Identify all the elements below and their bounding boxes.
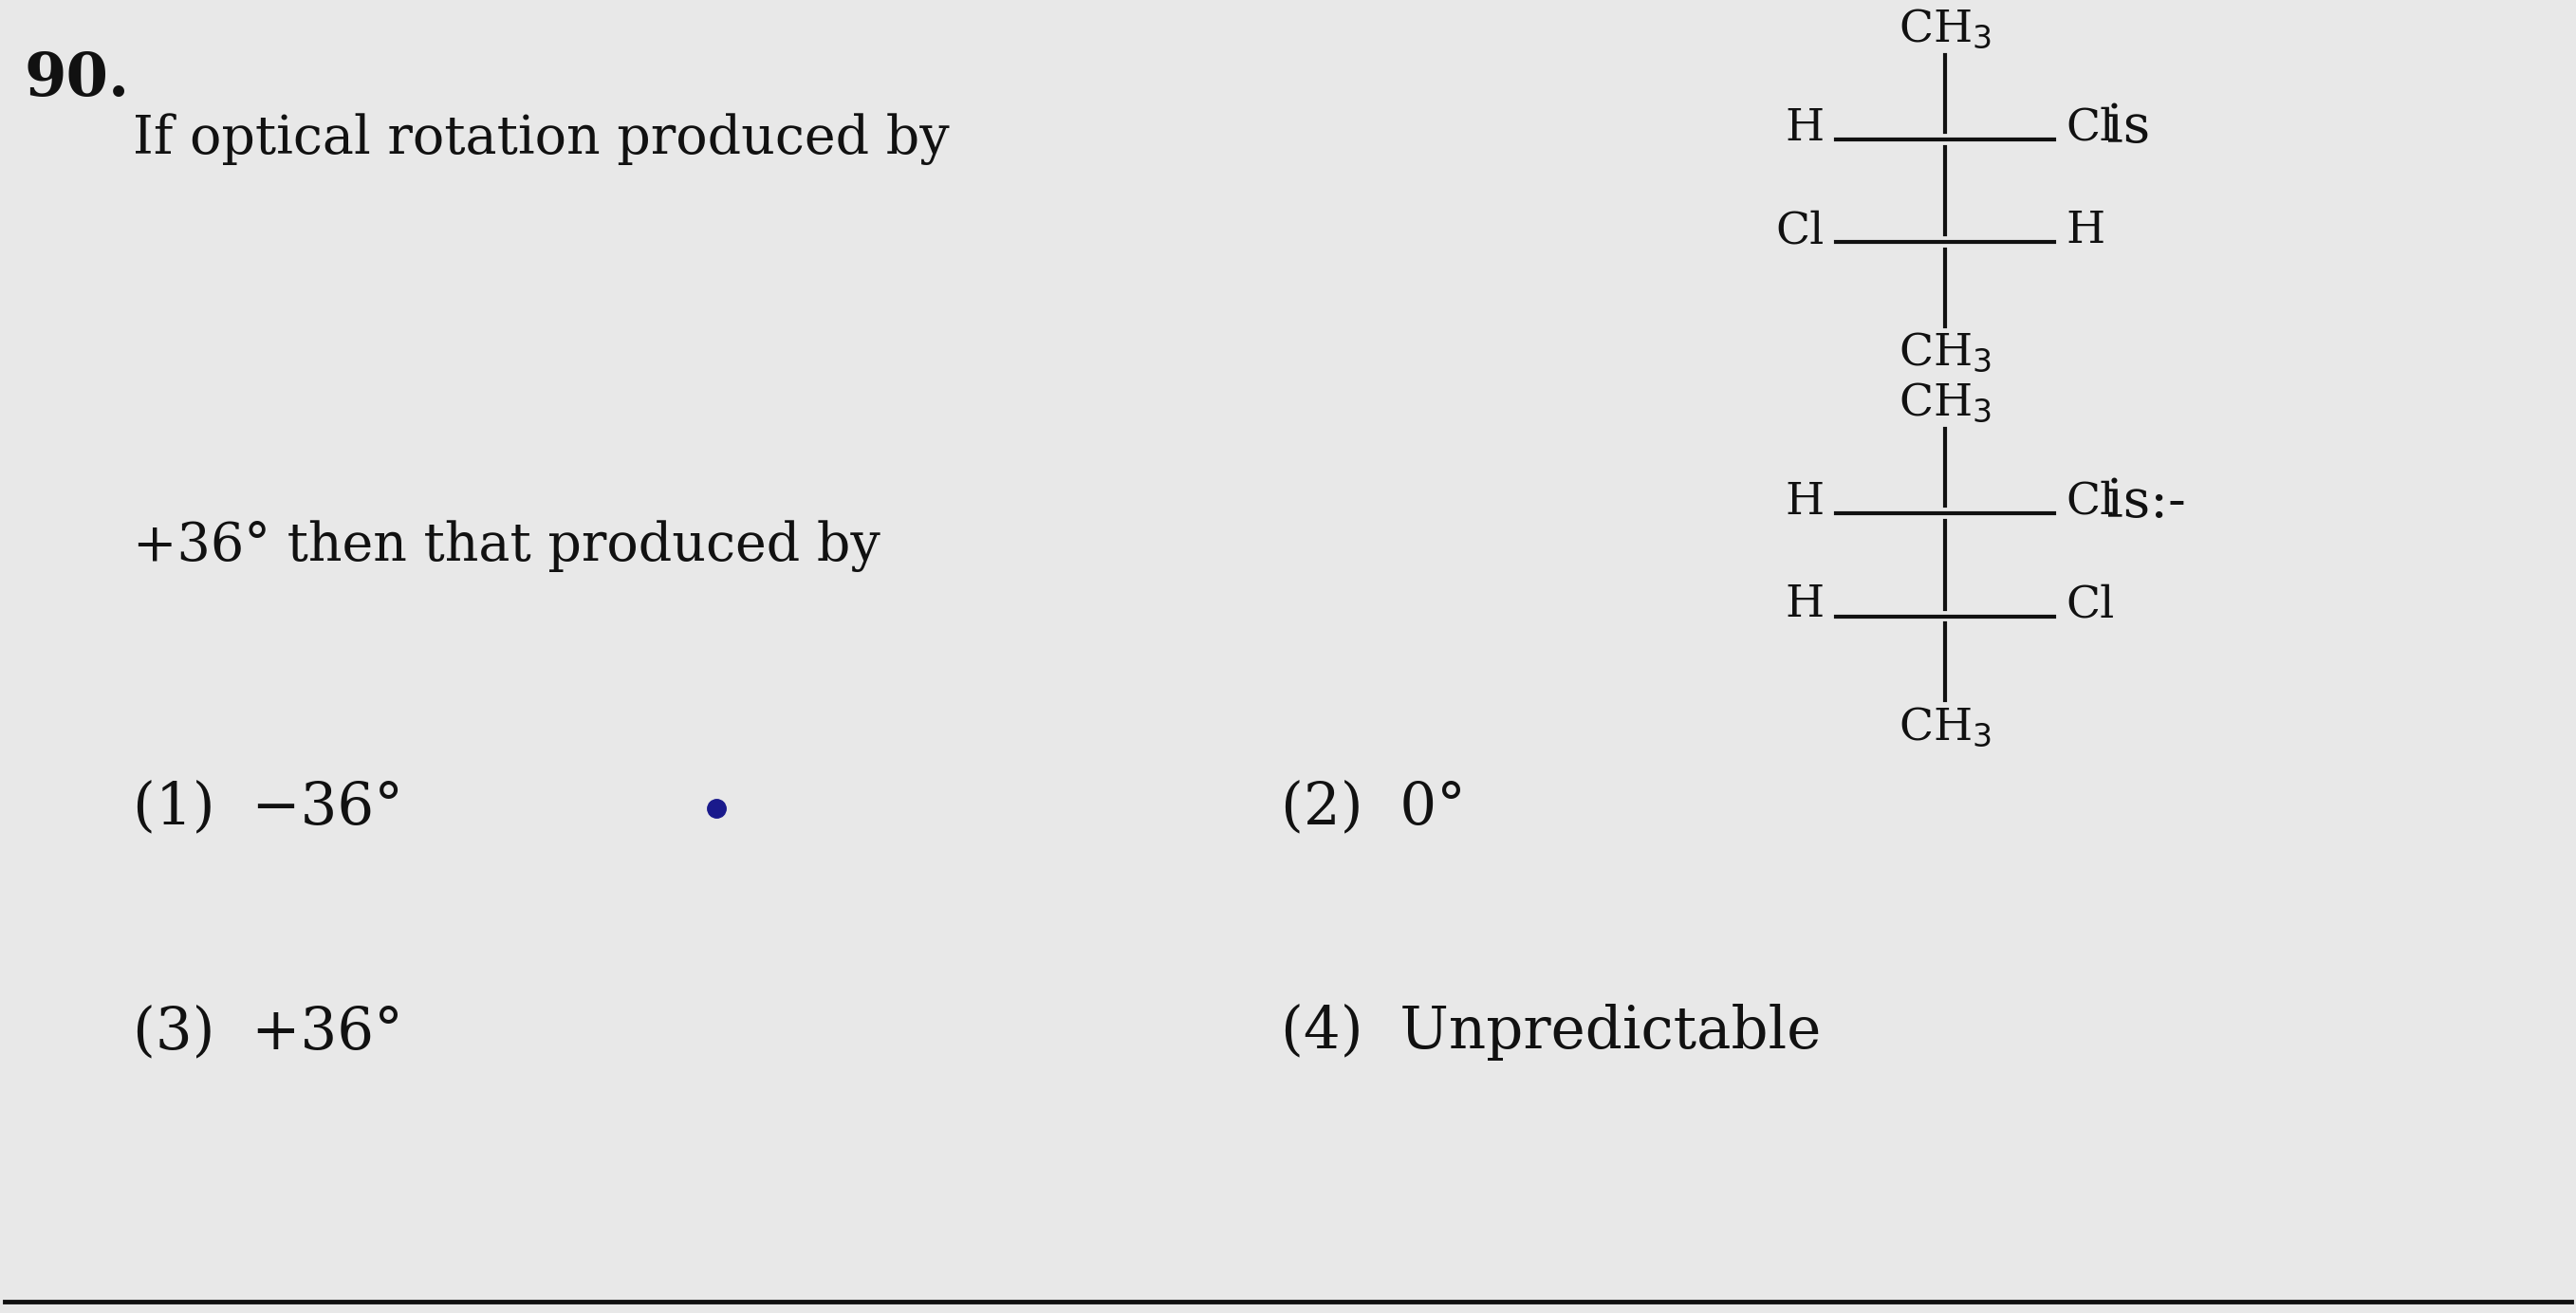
- Text: (1)  −36°: (1) −36°: [134, 780, 404, 836]
- Text: 90.: 90.: [23, 50, 129, 108]
- Text: (2)  0°: (2) 0°: [1280, 780, 1466, 836]
- Text: CH$_3$: CH$_3$: [1899, 381, 1991, 424]
- Text: H: H: [1785, 583, 1824, 626]
- Text: (4)  Unpredictable: (4) Unpredictable: [1280, 1004, 1821, 1061]
- Text: CH$_3$: CH$_3$: [1899, 705, 1991, 748]
- Text: is: is: [2107, 102, 2151, 154]
- Text: Cl: Cl: [2066, 481, 2115, 524]
- Text: H: H: [2066, 210, 2105, 252]
- Text: CH$_3$: CH$_3$: [1899, 331, 1991, 374]
- Text: Cl: Cl: [2066, 106, 2115, 150]
- Text: H: H: [1785, 106, 1824, 150]
- Text: Cl: Cl: [1775, 210, 1824, 252]
- Text: CH$_3$: CH$_3$: [1899, 7, 1991, 50]
- Text: +36° then that produced by: +36° then that produced by: [134, 520, 881, 572]
- Text: H: H: [1785, 481, 1824, 524]
- Text: Cl: Cl: [2066, 583, 2115, 626]
- Text: is:-: is:-: [2107, 477, 2187, 528]
- Text: If optical rotation produced by: If optical rotation produced by: [134, 113, 951, 165]
- Text: (3)  +36°: (3) +36°: [134, 1004, 402, 1061]
